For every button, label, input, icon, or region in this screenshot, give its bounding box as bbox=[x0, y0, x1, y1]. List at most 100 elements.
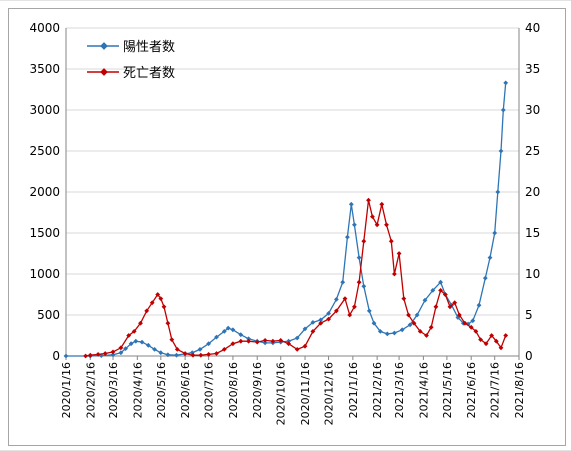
data-point bbox=[333, 296, 339, 302]
y-left-tick-label: 3000 bbox=[29, 103, 60, 117]
data-point bbox=[476, 302, 482, 308]
data-point bbox=[110, 352, 116, 358]
y-right-tick-label: 15 bbox=[525, 226, 540, 240]
legend-label: 陽性者数 bbox=[123, 40, 175, 55]
x-tick-label: 2020/4/16 bbox=[131, 362, 144, 418]
x-tick-label: 2020/11/16 bbox=[299, 362, 312, 425]
data-point bbox=[351, 222, 357, 228]
data-point bbox=[152, 346, 158, 352]
data-point bbox=[197, 346, 203, 352]
data-point bbox=[87, 352, 93, 358]
x-tick-label: 2021/4/16 bbox=[417, 362, 430, 418]
y-left-tick-label: 1500 bbox=[29, 226, 60, 240]
series-group bbox=[63, 80, 509, 359]
data-point bbox=[63, 353, 69, 359]
data-point bbox=[482, 275, 488, 281]
data-point bbox=[302, 343, 308, 349]
y-left-tick-label: 2000 bbox=[29, 185, 60, 199]
x-tick-label: 2020/10/16 bbox=[275, 362, 288, 425]
x-tick-label: 2020/8/16 bbox=[227, 362, 240, 418]
legend-item: 陽性者数 bbox=[87, 40, 175, 55]
data-point bbox=[424, 333, 429, 338]
y-left-tick-label: 500 bbox=[37, 308, 60, 322]
x-tick-label: 2021/3/16 bbox=[393, 362, 406, 418]
x-tick-label: 2021/5/16 bbox=[441, 362, 454, 418]
x-tick-label: 2021/8/16 bbox=[513, 362, 526, 418]
data-point bbox=[503, 80, 509, 86]
y-left-tick-label: 0 bbox=[52, 349, 60, 363]
data-point bbox=[414, 312, 420, 318]
axis-group: 0 500 1000 1500 2000 2500 3000 3500 4000 0 5 10 15 20… bbox=[29, 21, 540, 425]
data-point bbox=[391, 271, 397, 277]
series-line bbox=[85, 200, 507, 357]
data-point bbox=[361, 238, 367, 244]
data-point bbox=[182, 351, 188, 356]
data-point bbox=[371, 320, 377, 326]
x-tick-label: 2020/12/16 bbox=[323, 362, 336, 425]
data-point bbox=[492, 230, 498, 236]
legend-marker bbox=[100, 42, 108, 50]
data-point bbox=[388, 238, 394, 244]
x-tick-label: 2021/2/16 bbox=[371, 362, 384, 418]
data-point bbox=[487, 255, 493, 261]
x-tick-label: 2020/2/16 bbox=[84, 362, 97, 418]
data-point bbox=[391, 330, 397, 336]
y-left-tick-label: 1000 bbox=[29, 267, 60, 281]
data-point bbox=[483, 341, 489, 347]
data-point bbox=[165, 320, 171, 326]
data-point bbox=[411, 320, 417, 326]
data-point bbox=[286, 338, 292, 344]
y-left-tick-label: 3500 bbox=[29, 62, 60, 76]
data-point bbox=[161, 304, 167, 310]
data-point bbox=[356, 255, 362, 261]
x-tick-label: 2021/7/16 bbox=[489, 362, 502, 418]
data-point bbox=[144, 308, 150, 314]
data-point bbox=[384, 222, 389, 228]
y-right-tick-label: 40 bbox=[525, 21, 540, 35]
data-point bbox=[366, 308, 372, 314]
data-point bbox=[145, 342, 151, 348]
legend-item: 死亡者数 bbox=[87, 66, 175, 81]
data-point bbox=[498, 148, 504, 154]
x-tick-label: 2020/5/16 bbox=[155, 362, 168, 418]
data-point bbox=[396, 251, 402, 256]
data-point bbox=[238, 338, 244, 344]
data-point bbox=[489, 333, 495, 338]
y-right-tick-label: 35 bbox=[525, 62, 540, 76]
data-point bbox=[406, 312, 411, 318]
y-right-tick-label: 0 bbox=[525, 349, 533, 363]
data-point bbox=[366, 197, 371, 203]
data-point bbox=[206, 341, 212, 347]
data-point bbox=[478, 337, 484, 343]
data-point bbox=[131, 328, 137, 334]
data-point bbox=[230, 327, 236, 333]
data-point bbox=[340, 279, 346, 285]
data-point bbox=[500, 107, 506, 113]
data-point bbox=[348, 201, 354, 207]
data-point bbox=[174, 352, 179, 358]
y-right-tick-label: 20 bbox=[525, 185, 540, 199]
data-point bbox=[384, 331, 390, 337]
chart-svg: 0 500 1000 1500 2000 2500 3000 3500 4000 0 5 10 15 20… bbox=[29, 21, 540, 425]
y-right-tick-label: 25 bbox=[525, 144, 540, 158]
data-point bbox=[118, 345, 124, 351]
x-tick-label: 2021/6/16 bbox=[465, 362, 478, 418]
data-point bbox=[294, 335, 300, 341]
x-tick-label: 2020/7/16 bbox=[203, 362, 216, 418]
y-left-tick-label: 4000 bbox=[29, 21, 60, 35]
y-right-tick-label: 10 bbox=[525, 267, 540, 281]
data-point bbox=[198, 352, 204, 358]
data-point bbox=[356, 279, 362, 285]
data-point bbox=[214, 351, 219, 356]
data-point bbox=[221, 328, 227, 334]
y-left-tick-label: 2500 bbox=[29, 144, 60, 158]
y-right-tick-label: 5 bbox=[525, 308, 533, 322]
data-point bbox=[118, 350, 124, 356]
data-point bbox=[139, 339, 145, 345]
series-positive-cases bbox=[63, 80, 509, 359]
data-point bbox=[326, 316, 332, 322]
data-point bbox=[452, 300, 458, 306]
chart-area[interactable]: 0 500 1000 1500 2000 2500 3000 3500 4000 0 5 10 15 20… bbox=[8, 8, 566, 446]
data-point bbox=[221, 346, 227, 352]
